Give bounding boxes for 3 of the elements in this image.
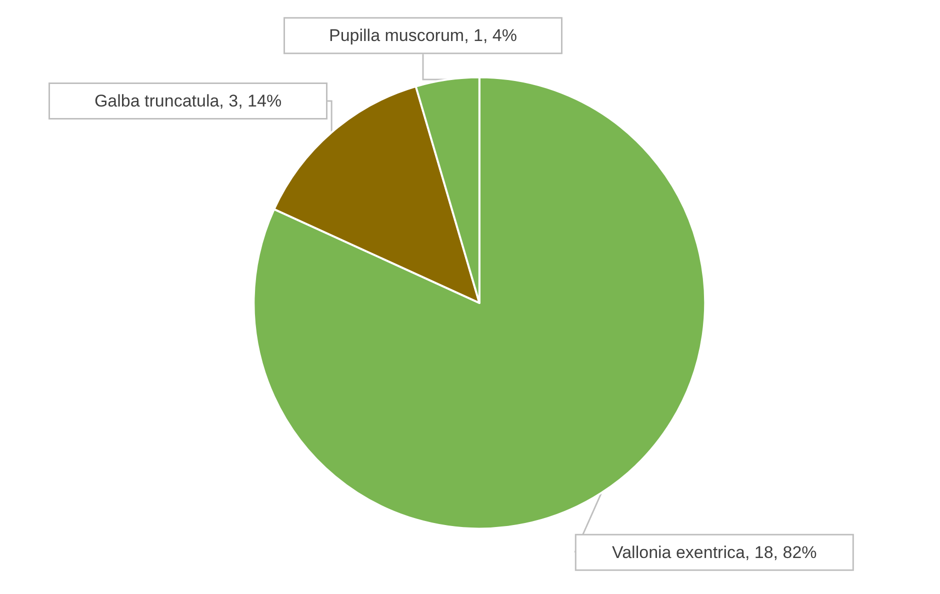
slice-label: Pupilla muscorum, 1, 4%	[328, 26, 518, 46]
slice-label: Galba truncatula, 3, 14%	[94, 91, 282, 110]
slice-label: Vallonia exentrica, 18, 82%	[612, 542, 817, 562]
